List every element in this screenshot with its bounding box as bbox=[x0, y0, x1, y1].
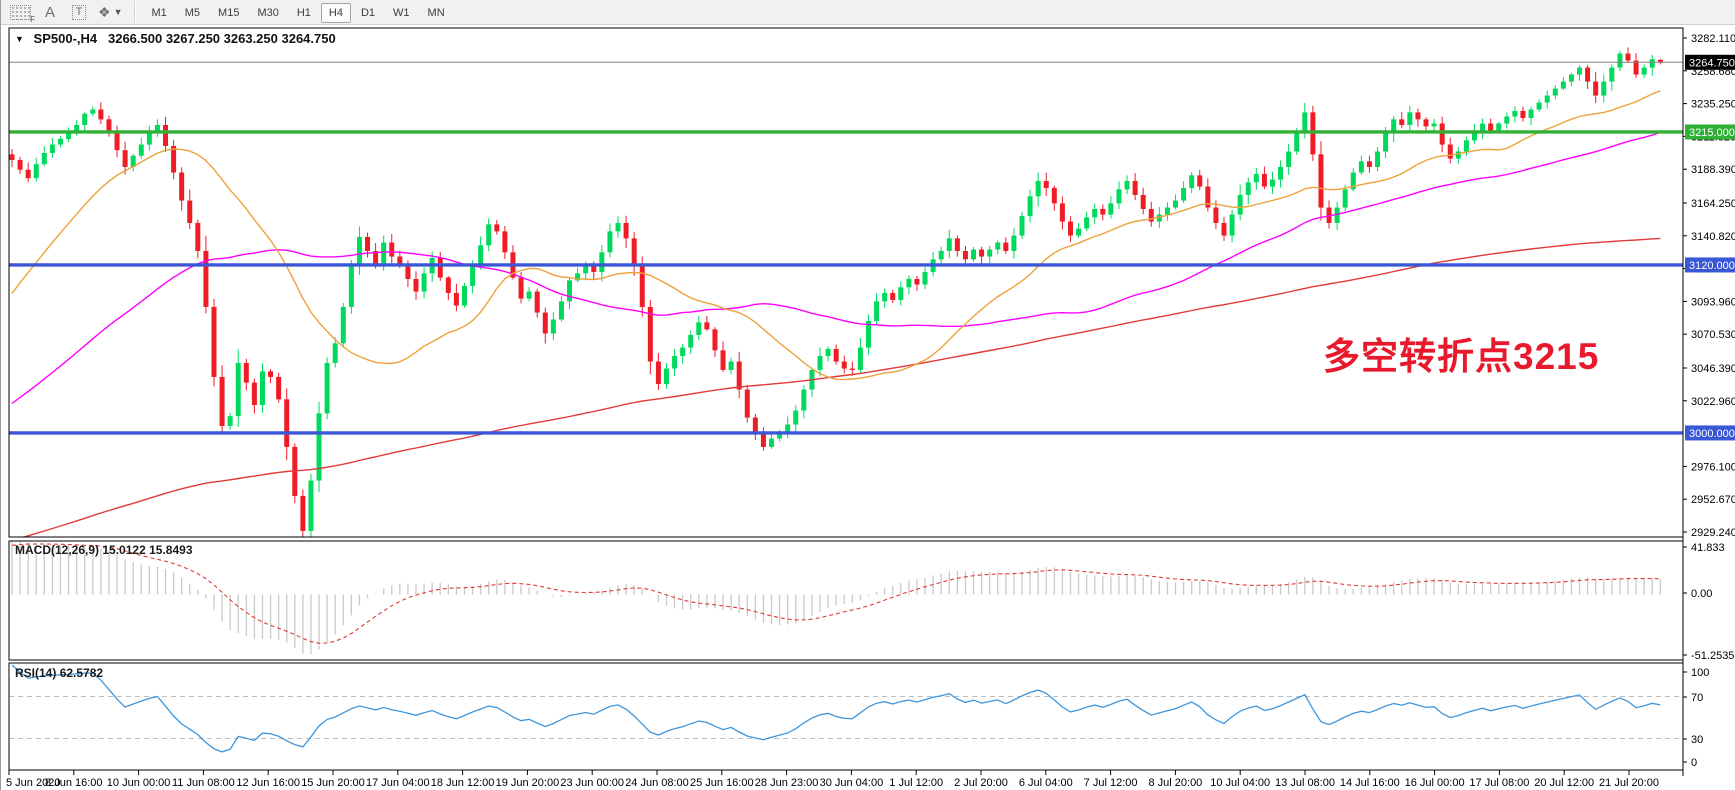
svg-text:3000.000: 3000.000 bbox=[1689, 428, 1735, 440]
timeframe-button-group: M1 M5 M15 M30 H1 H4 D1 W1 MN bbox=[142, 3, 453, 23]
chart-toolbar: F A T ❖ ▼ M1 M5 M15 M30 H1 H4 D1 W1 MN bbox=[1, 0, 1735, 25]
rsi-name: RSI(14) bbox=[15, 666, 57, 680]
x-axis-label: 19 Jun 20:00 bbox=[496, 777, 560, 789]
y-axis-label: 3235.250 bbox=[1691, 99, 1735, 111]
ma-slow-line bbox=[21, 237, 1661, 537]
x-axis-label: 15 Jun 20:00 bbox=[301, 777, 365, 789]
y-axis-label: 3188.390 bbox=[1691, 164, 1735, 176]
y-axis-label: 3282.110 bbox=[1691, 33, 1735, 45]
x-axis-label: 30 Jun 04:00 bbox=[820, 777, 884, 789]
macd-signal-value: 15.8493 bbox=[149, 543, 193, 557]
x-axis-label: 24 Jun 08:00 bbox=[625, 777, 689, 789]
x-axis-label: 10 Jun 00:00 bbox=[107, 777, 171, 789]
symbol-timeframe-label: SP500-,H4 bbox=[33, 31, 98, 46]
x-axis-label: 2 Jul 20:00 bbox=[954, 777, 1008, 789]
x-axis-label: 12 Jun 16:00 bbox=[236, 777, 300, 789]
ohlc-values: 3266.500 3267.250 3263.250 3264.750 bbox=[107, 31, 336, 46]
indicator-grid-icon[interactable]: F bbox=[10, 3, 35, 24]
horizontal-level-lines bbox=[9, 61, 1683, 435]
dropdown-caret-icon: ▼ bbox=[113, 7, 123, 17]
timeframe-button-m30[interactable]: M30 bbox=[257, 7, 279, 19]
x-axis-label: 13 Jul 08:00 bbox=[1275, 777, 1335, 789]
rsi-label: RSI(14) 62.5782 bbox=[15, 666, 103, 680]
price-tag-3120: 3120.000 bbox=[1685, 257, 1735, 273]
x-axis-label: 8 Jul 20:00 bbox=[1148, 777, 1202, 789]
rsi-axis-label: 30 bbox=[1691, 734, 1703, 746]
price-axis[interactable]: 3282.1103258.6803235.2503211.8203188.390… bbox=[1683, 33, 1735, 539]
x-axis-label: 7 Jul 12:00 bbox=[1084, 777, 1138, 789]
x-axis-label: 17 Jul 08:00 bbox=[1469, 777, 1529, 789]
timeframe-button-h1[interactable]: H1 bbox=[296, 7, 311, 19]
timeframe-button-m5[interactable]: M5 bbox=[184, 7, 201, 19]
t-glyph: T bbox=[71, 4, 87, 20]
y-axis-label: 3022.960 bbox=[1691, 396, 1735, 408]
y-axis-label: 2976.100 bbox=[1691, 461, 1735, 473]
y-axis-label: 3070.530 bbox=[1691, 329, 1735, 341]
rsi-axis-label: 100 bbox=[1691, 667, 1709, 679]
candles-layer bbox=[9, 47, 1663, 537]
x-axis-label: 6 Jul 04:00 bbox=[1019, 777, 1073, 789]
text-box-icon[interactable]: T bbox=[69, 3, 89, 21]
panel-borders bbox=[8, 27, 1684, 776]
timeframe-button-d1[interactable]: D1 bbox=[360, 7, 376, 19]
shapes-icon[interactable]: ❖ ▼ bbox=[98, 3, 123, 20]
x-axis-label: 1 Jul 12:00 bbox=[889, 777, 943, 789]
rsi-axis-label: 70 bbox=[1691, 692, 1703, 704]
rsi-line bbox=[11, 664, 1661, 753]
x-axis-label: 5 Jun 2020 bbox=[6, 777, 60, 789]
x-axis-label: 21 Jul 20:00 bbox=[1599, 777, 1659, 789]
timeframe-button-m1[interactable]: M1 bbox=[151, 7, 167, 19]
y-axis-label: 3093.960 bbox=[1691, 296, 1735, 308]
y-axis-label: 3140.820 bbox=[1691, 231, 1735, 243]
x-axis-label: 16 Jul 00:00 bbox=[1405, 777, 1465, 789]
svg-text:3120.000: 3120.000 bbox=[1689, 260, 1735, 272]
symbol-dropdown-icon[interactable]: ▼ bbox=[15, 34, 24, 44]
timeframe-button-m15[interactable]: M15 bbox=[218, 7, 240, 19]
grid-glyph bbox=[10, 4, 31, 20]
indicator-axes: 41.833 0.00 -51.2535 100 70 30 0 bbox=[1683, 542, 1734, 769]
x-axis-label: 28 Jun 23:00 bbox=[755, 777, 819, 789]
y-axis-label: 2952.670 bbox=[1691, 494, 1735, 506]
svg-text:3215.000: 3215.000 bbox=[1689, 127, 1735, 139]
grid-f-glyph: F bbox=[30, 15, 35, 24]
x-axis-label: 17 Jun 04:00 bbox=[366, 777, 430, 789]
macd-label: MACD(12,26,9) 15.0122 15.8493 bbox=[15, 543, 193, 557]
y-axis-label: 3164.250 bbox=[1691, 198, 1735, 210]
text-label-icon[interactable]: A bbox=[44, 3, 55, 21]
macd-axis-label: 0.00 bbox=[1691, 588, 1712, 600]
toolbar-separator bbox=[134, 2, 136, 22]
price-tag-3215: 3215.000 bbox=[1685, 124, 1735, 140]
price-tag-3000: 3000.000 bbox=[1685, 425, 1735, 441]
macd-name: MACD(12,26,9) bbox=[15, 543, 100, 557]
x-axis-label: 20 Jul 12:00 bbox=[1534, 777, 1594, 789]
current-price-tag: 3264.750 bbox=[1685, 54, 1735, 70]
x-axis-label: 11 Jun 08:00 bbox=[172, 777, 235, 789]
y-axis-label: 3046.390 bbox=[1691, 363, 1735, 375]
macd-signal-line bbox=[11, 543, 1661, 644]
macd-axis-label: -51.2535 bbox=[1691, 650, 1734, 662]
ma-mid-line bbox=[11, 131, 1661, 405]
chart-title: ▼ SP500-,H4 3266.500 3267.250 3263.250 3… bbox=[15, 31, 336, 46]
macd-histogram bbox=[11, 541, 1661, 655]
timeframe-button-w1[interactable]: W1 bbox=[393, 7, 410, 19]
rsi-axis-label: 0 bbox=[1691, 757, 1697, 769]
macd-axis-label: 41.833 bbox=[1691, 542, 1725, 554]
y-axis-label: 2929.240 bbox=[1691, 527, 1735, 539]
x-axis-label: 8 Jun 16:00 bbox=[45, 777, 103, 789]
x-axis-label: 18 Jun 12:00 bbox=[431, 777, 495, 789]
rsi-level-lines bbox=[9, 696, 1683, 739]
svg-text:3264.750: 3264.750 bbox=[1689, 57, 1735, 69]
x-axis-label: 10 Jul 04:00 bbox=[1210, 777, 1270, 789]
x-axis-label: 25 Jun 16:00 bbox=[690, 777, 754, 789]
x-axis-label: 23 Jun 00:00 bbox=[560, 777, 624, 789]
rsi-value: 62.5782 bbox=[59, 666, 104, 680]
timeframe-button-h4[interactable]: H4 bbox=[320, 3, 351, 23]
macd-histogram-value: 15.0122 bbox=[102, 543, 146, 557]
chart-annotation-text[interactable]: 多空转折点3215 bbox=[1323, 336, 1600, 377]
x-axis-label: 14 Jul 16:00 bbox=[1340, 777, 1400, 789]
timeframe-button-mn[interactable]: MN bbox=[427, 7, 445, 19]
